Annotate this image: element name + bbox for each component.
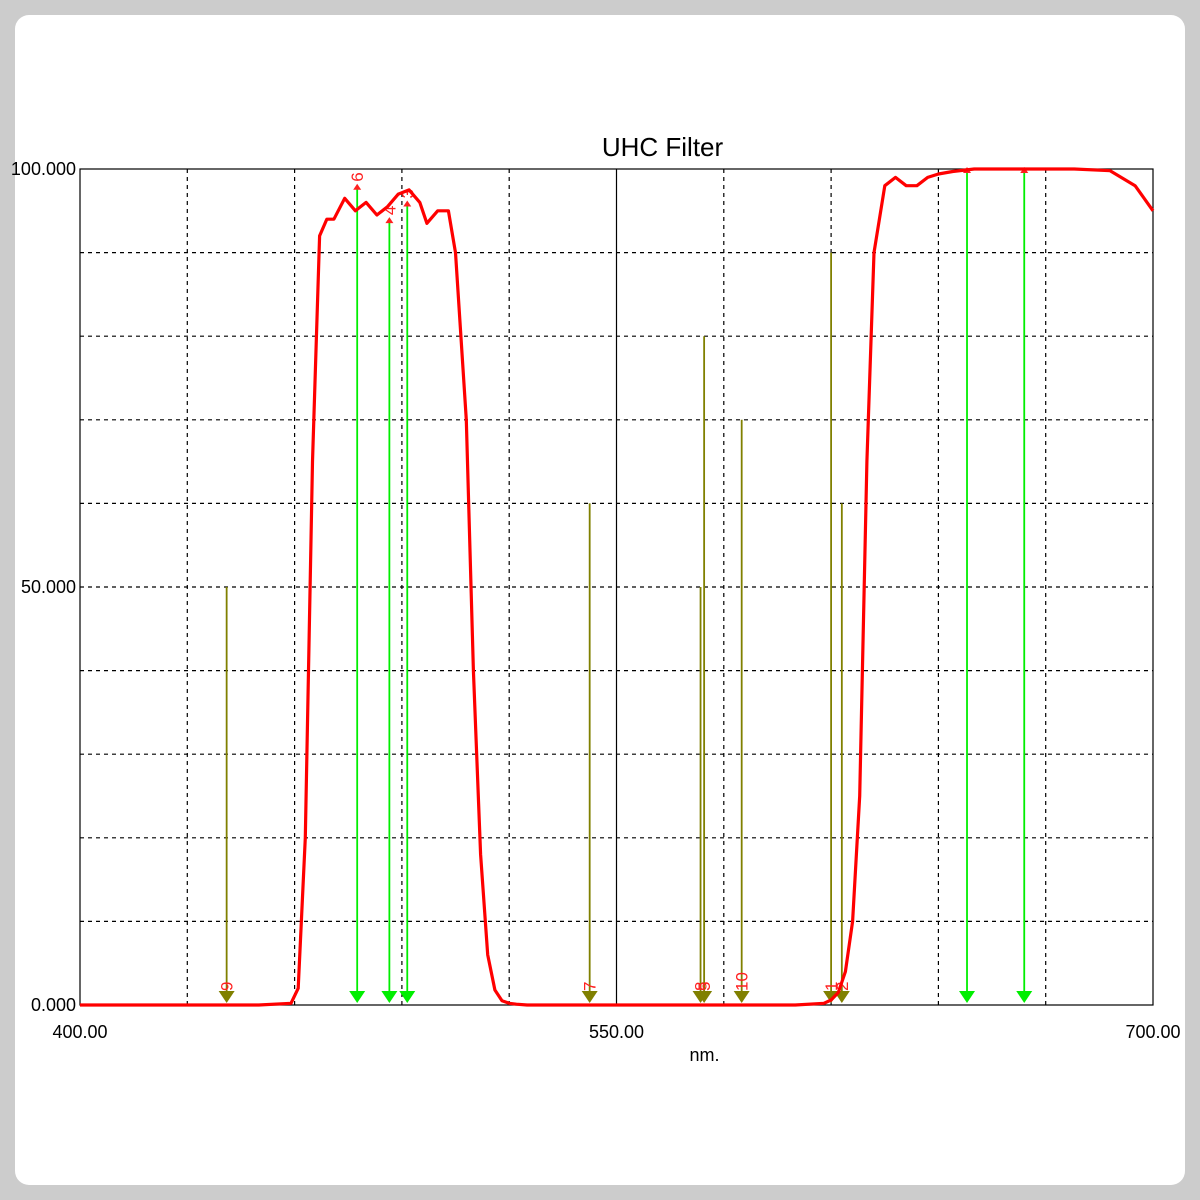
marker-peak	[403, 200, 412, 207]
marker-triangle	[399, 991, 416, 1003]
marker-triangle	[218, 991, 235, 1003]
marker-label: 6	[348, 172, 367, 181]
marker-label: 7	[581, 982, 600, 991]
y-tick-label: 100.000	[11, 159, 76, 179]
x-axis-label: nm.	[689, 1045, 719, 1065]
marker-label: 2	[833, 982, 852, 991]
marker-triangle	[733, 991, 750, 1003]
marker-triangle	[349, 991, 366, 1003]
chart-card	[15, 15, 1185, 1185]
marker-triangle	[1016, 991, 1033, 1003]
marker-peak	[385, 217, 394, 224]
marker-label: 1	[822, 982, 841, 991]
marker-triangle	[696, 991, 713, 1003]
marker-triangle	[381, 991, 398, 1003]
marker-label: 3	[398, 189, 417, 198]
marker-label: 9	[218, 982, 237, 991]
marker-label: 4	[380, 206, 399, 215]
x-tick-label: 400.00	[52, 1022, 107, 1042]
series-line	[80, 167, 1155, 1007]
marker-label: 10	[733, 972, 752, 991]
y-tick-label: 0.000	[31, 995, 76, 1015]
markers: 9 6 4 3 7 85 10 12	[218, 167, 1033, 1003]
marker-triangle	[959, 991, 976, 1003]
marker-label: 8	[692, 982, 711, 991]
tick-labels: 0.000 50.000 100.000 400.00 550.00 700.00	[11, 159, 1181, 1042]
marker-label: 5	[695, 982, 714, 991]
y-tick-label: 50.000	[21, 577, 76, 597]
marker-peak	[353, 183, 362, 190]
x-tick-label: 550.00	[589, 1022, 644, 1042]
chart-title: UHC Filter	[602, 132, 724, 162]
marker-triangle	[581, 991, 598, 1003]
x-tick-label: 700.00	[1125, 1022, 1180, 1042]
